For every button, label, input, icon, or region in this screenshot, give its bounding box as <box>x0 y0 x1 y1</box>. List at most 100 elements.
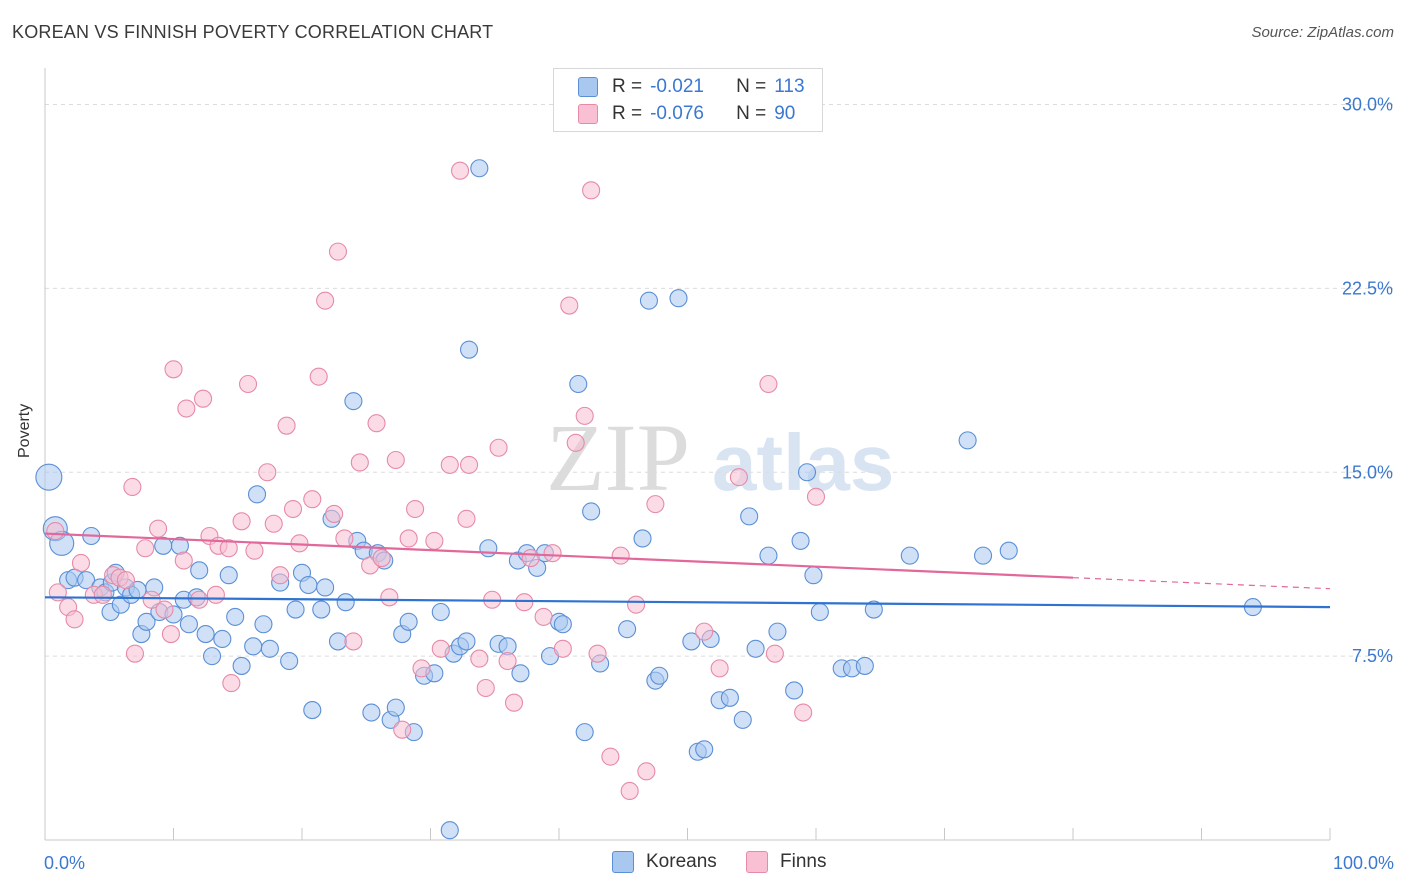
finn-point <box>406 499 425 519</box>
korean-point <box>582 502 601 521</box>
finn-point <box>116 571 136 590</box>
korean-point <box>431 602 450 622</box>
finn-point <box>582 181 601 200</box>
finn-point <box>759 374 778 394</box>
finn-point <box>470 649 489 668</box>
finn-point <box>611 546 630 565</box>
finn-point <box>431 639 450 658</box>
finn-point <box>350 453 369 472</box>
n-value: 90 <box>774 103 796 124</box>
finn-point <box>575 406 594 425</box>
finn-point <box>794 703 813 722</box>
legend-item-finns[interactable]: Finns <box>746 851 826 873</box>
finn-point <box>498 651 517 671</box>
korean-point <box>864 600 883 619</box>
finn-point <box>695 622 714 641</box>
korean-point <box>669 289 688 308</box>
korean-point <box>791 531 810 550</box>
finns-trend-line <box>44 532 1074 579</box>
korean-point <box>746 639 765 658</box>
finn-point <box>560 296 579 315</box>
finn-point <box>245 541 264 560</box>
finn-point <box>440 455 459 474</box>
koreans-swatch <box>578 77 598 97</box>
finn-point <box>232 512 251 531</box>
korean-point <box>213 629 232 649</box>
korean-point <box>203 647 222 666</box>
korean-point <box>695 740 714 759</box>
y-tick-label: 15.0% <box>1342 462 1393 482</box>
finn-point <box>380 588 399 607</box>
korean-point <box>35 463 63 491</box>
finns-legend-swatch <box>746 851 768 873</box>
korean-point <box>344 392 363 411</box>
finn-point <box>46 522 65 541</box>
korean-point <box>386 698 405 717</box>
korean-point <box>219 566 238 585</box>
finn-point <box>566 433 585 452</box>
korean-point <box>459 340 479 359</box>
korean-point <box>759 546 778 565</box>
finn-point <box>190 590 209 609</box>
stats-legend-row-koreans: R = -0.021 N = 113 <box>578 74 805 100</box>
finn-point <box>393 720 412 739</box>
korean-point <box>280 651 299 671</box>
finn-point <box>271 566 290 585</box>
r-label: R = <box>612 76 643 97</box>
korean-point <box>479 539 498 558</box>
finn-point <box>543 544 562 563</box>
finn-point <box>489 438 508 457</box>
korean-point <box>226 607 245 626</box>
finn-point <box>194 389 213 408</box>
korean-point <box>77 571 96 590</box>
korean-point <box>303 701 322 720</box>
korean-point <box>244 637 263 656</box>
finn-point <box>222 674 241 693</box>
finn-point <box>459 455 479 474</box>
korean-point <box>247 485 267 504</box>
finn-point <box>277 416 296 435</box>
korean-point <box>999 541 1018 560</box>
finn-point <box>344 632 363 651</box>
n-value: 113 <box>774 76 805 97</box>
korean-point <box>768 622 787 641</box>
finn-point <box>164 360 183 379</box>
korean-point <box>440 821 459 840</box>
finn-point <box>553 639 572 658</box>
legend-item-koreans[interactable]: Koreans <box>612 851 717 873</box>
korean-point <box>900 546 919 565</box>
finn-point <box>412 659 431 678</box>
finn-point <box>399 529 418 548</box>
korean-point <box>511 664 530 683</box>
finn-point <box>372 549 391 568</box>
korean-point <box>470 159 489 178</box>
korean-point <box>575 723 594 742</box>
finn-point <box>710 659 729 678</box>
finn-point <box>219 539 238 558</box>
korean-point <box>797 463 817 482</box>
korean-point <box>740 507 759 526</box>
finn-point <box>729 468 748 487</box>
korean-point <box>316 578 335 597</box>
finn-point <box>620 781 639 801</box>
r-value: -0.021 <box>650 76 704 97</box>
korean-point <box>650 666 669 685</box>
korean-point <box>639 291 659 310</box>
n-label: N = <box>736 103 767 124</box>
finn-point <box>451 161 470 180</box>
korean-point <box>618 620 637 639</box>
finn-point <box>534 607 553 626</box>
chart-title: KOREAN VS FINNISH POVERTY CORRELATION CH… <box>12 22 494 42</box>
korean-point <box>328 632 348 651</box>
korean-point <box>682 632 701 651</box>
finn-point <box>646 495 665 514</box>
finn-point <box>155 600 174 619</box>
korean-point <box>553 615 572 634</box>
finn-point <box>123 477 142 497</box>
watermark-zip: ZIP <box>546 404 690 511</box>
stats-legend: R = -0.021 N = 113 R = -0.076 N = 90 <box>553 68 823 132</box>
finns-swatch <box>578 104 598 124</box>
x-axis-min-label: 0.0% <box>44 853 86 873</box>
finns-trend-extension <box>1072 577 1331 590</box>
finn-point <box>238 374 258 394</box>
